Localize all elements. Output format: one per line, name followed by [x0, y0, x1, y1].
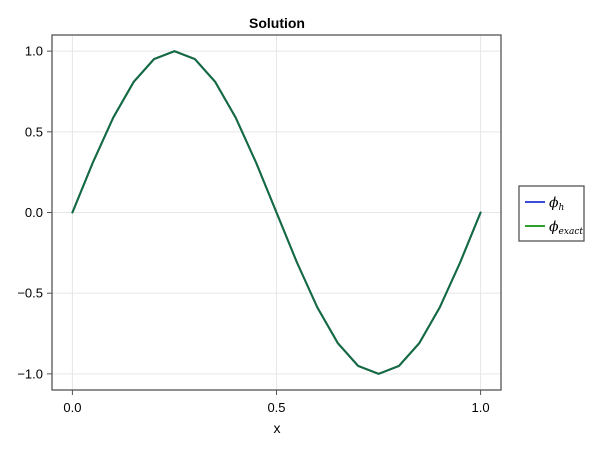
y-axis-ticks: 1.0 0.5 0.0 −0.5 −1.0	[17, 44, 52, 381]
y-tick-label: −1.0	[17, 366, 43, 381]
legend-label-subscript: exact	[559, 227, 584, 237]
x-tick-label: 0.5	[267, 400, 285, 415]
legend-box	[518, 185, 585, 242]
legend-label-phi-exact: ϕexact	[549, 219, 583, 237]
y-tick-label: 0.5	[25, 124, 43, 139]
y-tick-label: 0.0	[25, 205, 43, 220]
y-tick-label: 1.0	[25, 44, 43, 59]
legend-label-phi-h: ϕh	[549, 195, 564, 213]
series-lines	[71, 50, 482, 375]
legend-label-subscript: h	[559, 203, 565, 213]
chart-title: Solution	[249, 15, 305, 31]
x-tick-label: 0.0	[63, 400, 81, 415]
x-axis-label: x	[274, 420, 281, 436]
series-line-phi-exact	[71, 50, 482, 375]
legend-label-main: ϕ	[549, 219, 559, 235]
legend-label-main: ϕ	[549, 195, 559, 211]
x-axis-ticks: 0.0 0.5 1.0	[63, 390, 490, 415]
y-tick-label: −0.5	[17, 286, 43, 301]
x-tick-label: 1.0	[472, 400, 490, 415]
